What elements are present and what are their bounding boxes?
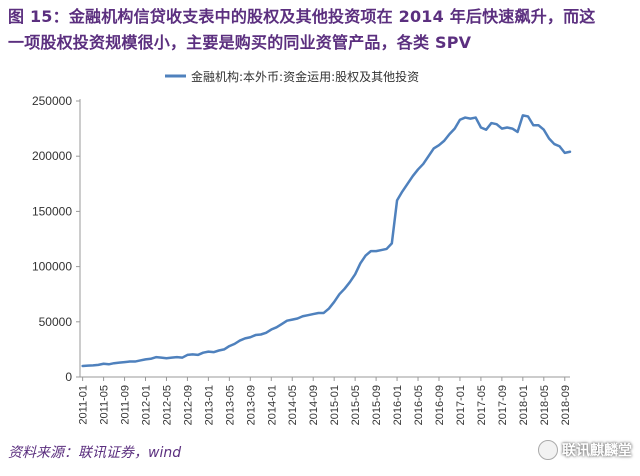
y-tick-label: 150000 [32,204,72,218]
series-group [81,114,572,368]
x-tick-label: 2011-01 [78,385,90,425]
chart-axes [76,99,570,381]
x-tick-label: 2015-05 [350,385,362,425]
x-tick-label: 2016-05 [413,385,425,425]
y-tick-label: 100000 [32,260,72,274]
x-tick-label: 2012-01 [141,385,153,425]
x-tick-label: 2011-09 [120,385,132,425]
x-tick-label: 2018-01 [518,385,530,425]
source-note: 资料来源：联讯证券，wind [8,445,182,461]
figure-title-line-2: 一项股权投资规模很小，主要是购买的同业资管产品，各类 SPV [8,33,472,52]
x-tick-label: 2012-05 [161,385,173,425]
x-tick-label: 2016-09 [434,385,446,425]
figure-title: 图 15：金融机构信贷收支表中的股权及其他投资项在 2014 年后快速飙升，而这… [8,4,634,56]
y-tick-label: 250000 [32,94,72,108]
x-tick-label: 2014-09 [308,385,320,425]
x-tick-labels: 2011-01 2011-05 2011-09 2012-01 2012-05 2012-… [78,385,572,425]
y-tick-label: 200000 [32,149,72,163]
x-tick-label: 2014-01 [266,385,278,425]
y-tick-label: 50000 [39,315,73,329]
legend-label: 金融机构:本外币:资金运用:股权及其他投资 [191,69,419,84]
x-tick-label: 2011-05 [99,385,111,425]
wechat-icon [538,440,558,460]
watermark-text: 联讯麒麟堂 [562,443,632,459]
x-tick-label: 2014-05 [287,385,299,425]
figure-title-line-1: 图 15：金融机构信贷收支表中的股权及其他投资项在 2014 年后快速飙升，而这 [8,7,596,26]
x-tick-label: 2013-05 [224,385,236,425]
line-chart: 金融机构:本外币:资金运用:股权及其他投资 0 50000 100000 150000… [32,69,572,425]
x-tick-label: 2018-05 [539,385,551,425]
x-tick-label: 2018-09 [560,385,572,425]
x-tick-label: 2017-09 [497,385,509,425]
x-tick-label: 2013-09 [245,385,257,425]
x-tick-label: 2015-09 [371,385,383,425]
y-tick-label: 0 [65,370,72,384]
y-tick-labels: 0 50000 100000 150000 200000 250000 [32,94,72,384]
x-tick-label: 2017-01 [455,385,467,425]
x-tick-label: 2012-09 [182,385,194,425]
x-tick-label: 2017-05 [476,385,488,425]
x-tick-label: 2013-01 [203,385,215,425]
watermark: 联讯麒麟堂 [538,440,632,460]
legend: 金融机构:本外币:资金运用:股权及其他投资 [165,69,419,84]
series-line [81,114,572,368]
x-tick-label: 2016-01 [392,385,404,425]
x-tick-label: 2015-01 [329,385,341,425]
